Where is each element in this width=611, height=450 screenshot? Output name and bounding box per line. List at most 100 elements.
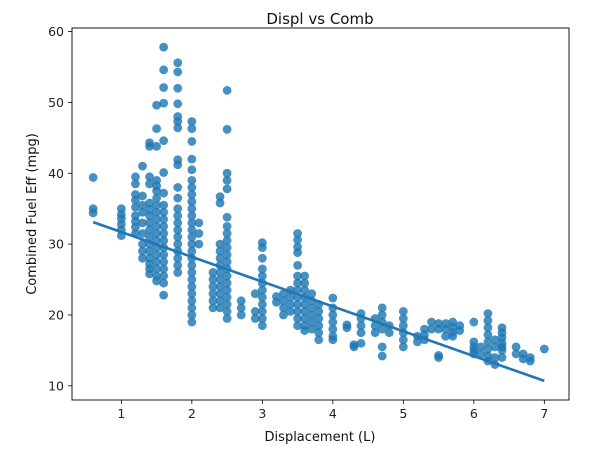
data-point (159, 188, 169, 198)
data-point (159, 200, 169, 210)
data-point (293, 321, 302, 330)
data-point (159, 264, 169, 274)
data-point (159, 229, 169, 238)
x-tick-label: 6 (470, 406, 478, 421)
data-point (145, 204, 154, 214)
data-point (173, 268, 183, 277)
data-point (187, 190, 197, 199)
data-point (173, 117, 183, 126)
data-point (490, 335, 500, 345)
data-point (222, 250, 232, 260)
data-point (222, 271, 232, 281)
data-point (187, 117, 197, 126)
data-point (222, 278, 232, 288)
data-point (187, 260, 197, 270)
data-point (377, 324, 387, 334)
data-point (152, 186, 162, 196)
data-point (483, 344, 493, 354)
data-point (307, 310, 317, 320)
data-point (328, 317, 338, 327)
data-point (222, 85, 232, 95)
regression-line (92, 220, 545, 383)
data-point (152, 193, 162, 203)
data-point (152, 207, 162, 217)
data-point (152, 257, 162, 267)
data-point (257, 253, 267, 263)
y-tick-label: 10 (48, 378, 64, 393)
data-point (194, 229, 204, 238)
data-point (187, 211, 197, 221)
data-point (215, 296, 225, 306)
data-point (159, 236, 169, 245)
data-point (434, 324, 443, 334)
data-point (131, 202, 140, 212)
data-point (222, 307, 232, 316)
y-axis: 10 20 30 40 50 60 (48, 24, 72, 393)
y-tick-label: 20 (48, 307, 64, 322)
data-point (173, 58, 183, 68)
data-point (138, 229, 147, 238)
data-point (398, 342, 408, 352)
data-point (208, 303, 218, 313)
data-point (173, 204, 183, 214)
data-point (441, 331, 451, 341)
data-point (187, 275, 197, 284)
data-point (187, 310, 197, 320)
data-point (159, 257, 169, 267)
data-point (159, 271, 169, 281)
data-point (328, 293, 338, 303)
data-point (208, 268, 218, 277)
data-point (138, 207, 147, 217)
data-point (448, 331, 458, 341)
data-point (398, 307, 408, 316)
data-point (215, 282, 225, 292)
data-point (159, 136, 169, 146)
data-point (236, 310, 246, 320)
data-point (152, 264, 162, 274)
y-tick-label: 50 (48, 95, 64, 110)
data-point (88, 208, 98, 218)
data-point (187, 239, 197, 249)
data-point (138, 253, 147, 263)
data-point (455, 326, 465, 335)
data-point (222, 299, 232, 309)
data-point (152, 200, 162, 210)
data-point (511, 342, 521, 352)
data-point (208, 296, 218, 306)
data-point (215, 198, 225, 208)
data-point (173, 83, 183, 93)
data-point (187, 225, 197, 235)
data-point (145, 198, 154, 208)
data-point (222, 257, 232, 267)
data-point (187, 136, 197, 146)
data-point (138, 200, 147, 210)
data-point (152, 276, 162, 286)
data-point (145, 225, 154, 235)
data-point (138, 191, 147, 201)
data-point (314, 335, 324, 345)
data-point (222, 292, 232, 302)
data-point (293, 314, 302, 323)
data-point (314, 321, 324, 330)
data-point (173, 123, 183, 133)
data-point (194, 239, 204, 249)
data-point (152, 229, 162, 238)
data-point (300, 326, 310, 335)
data-point (398, 321, 408, 330)
data-point (286, 307, 295, 316)
data-point (159, 290, 169, 300)
data-point (384, 328, 394, 338)
x-tick-label: 5 (399, 406, 407, 421)
data-point (483, 337, 493, 347)
data-point (293, 248, 302, 258)
data-point (187, 124, 197, 134)
data-point (138, 246, 147, 256)
data-point (173, 193, 183, 203)
data-point (300, 307, 310, 316)
data-point (159, 222, 169, 231)
data-point (279, 296, 288, 306)
y-tick-label: 30 (48, 237, 64, 252)
data-point (187, 197, 197, 207)
data-point (215, 192, 225, 202)
data-point (173, 99, 183, 109)
